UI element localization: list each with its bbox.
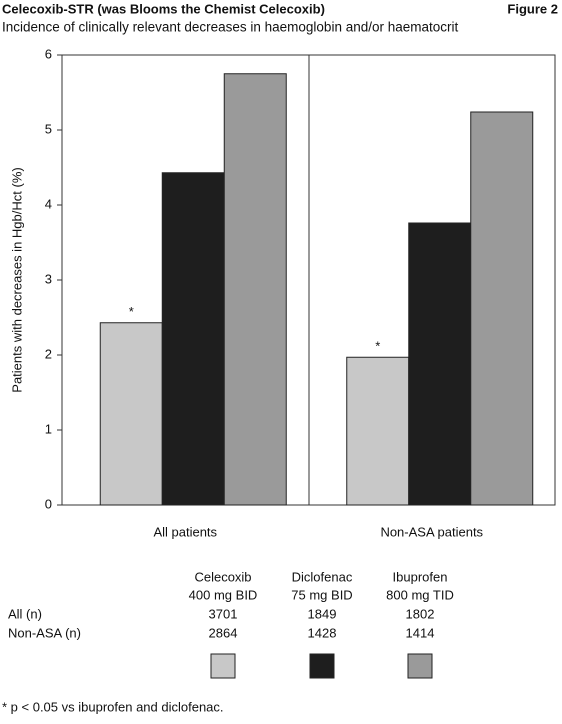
bar: [99, 322, 163, 506]
bar: [470, 111, 534, 506]
table-cell: 1428: [308, 625, 337, 640]
y-tick-label: 2: [45, 346, 52, 361]
y-tick-label: 1: [45, 421, 52, 436]
table-cell: 2864: [209, 625, 238, 640]
footnote: * p < 0.05 vs ibuprofen and diclofenac.: [2, 699, 224, 714]
y-tick-label: 0: [45, 496, 52, 511]
legend-label: Ibuprofen: [393, 569, 448, 584]
table-cell: 1414: [406, 625, 435, 640]
legend-swatch: [407, 653, 433, 679]
y-tick-label: 4: [45, 196, 52, 211]
x-tick-label: All patients: [153, 524, 217, 539]
significance-marker: *: [375, 339, 380, 354]
significance-marker: *: [129, 304, 134, 319]
legend-swatch: [309, 653, 335, 679]
legend-dose: 800 mg TID: [386, 587, 454, 602]
table-cell: 3701: [209, 606, 238, 621]
y-axis-label: Patients with decreases in Hgb/Hct (%): [9, 167, 24, 392]
legend-dose: 75 mg BID: [291, 587, 352, 602]
legend-label: Diclofenac: [292, 569, 353, 584]
y-tick-label: 5: [45, 121, 52, 136]
legend-label: Celecoxib: [194, 569, 251, 584]
chart-title: Celecoxib-STR (was Blooms the Chemist Ce…: [2, 1, 325, 16]
table-cell: 1849: [308, 606, 337, 621]
x-tick-label: Non-ASA patients: [380, 524, 483, 539]
y-tick-label: 3: [45, 271, 52, 286]
row-label: Non-ASA (n): [8, 625, 81, 640]
legend-swatch: [210, 653, 236, 679]
y-tick-label: 6: [45, 46, 52, 61]
bar: [346, 356, 410, 506]
row-label: All (n): [8, 606, 42, 621]
bar: [223, 73, 287, 506]
bar: [161, 172, 225, 506]
chart-subtitle: Incidence of clinically relevant decreas…: [2, 20, 459, 35]
legend-dose: 400 mg BID: [189, 587, 258, 602]
figure-label: Figure 2: [507, 1, 558, 16]
bar: [408, 222, 472, 506]
table-cell: 1802: [406, 606, 435, 621]
